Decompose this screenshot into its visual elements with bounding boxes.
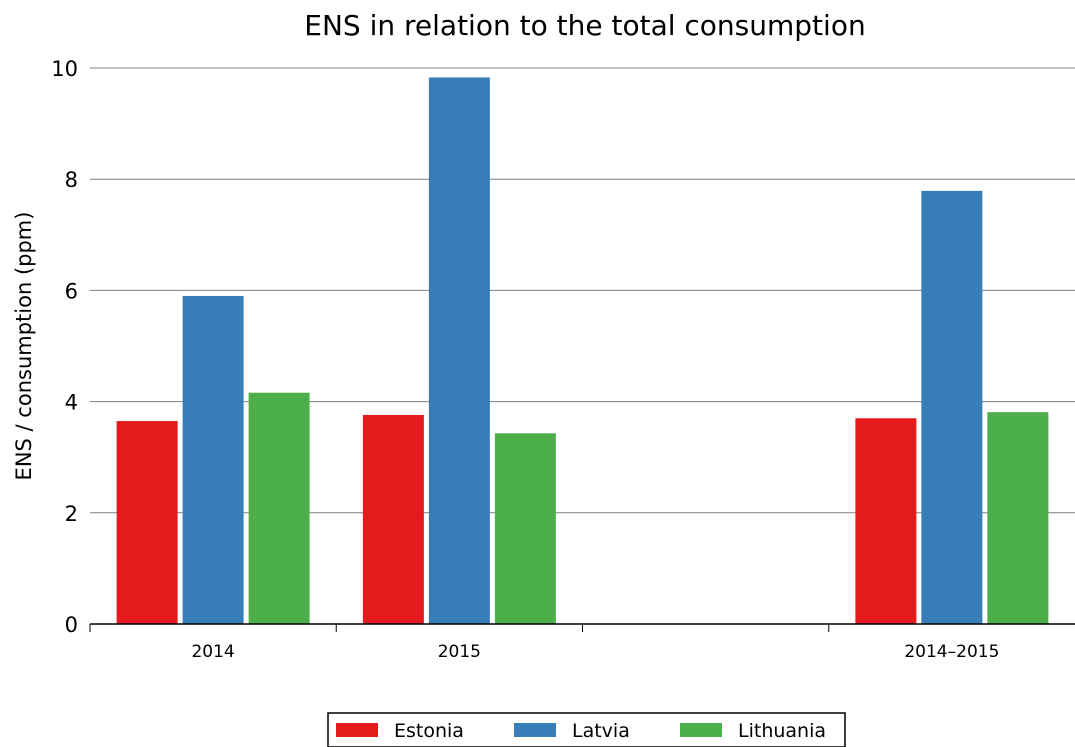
legend-swatch-latvia <box>514 723 556 737</box>
legend-swatch-estonia <box>336 723 378 737</box>
y-tick-label: 4 <box>65 391 78 415</box>
y-tick-label: 6 <box>65 279 78 303</box>
bar-lithuania-2015 <box>494 433 556 624</box>
legend-label-latvia: Latvia <box>572 720 630 742</box>
bar-estonia-2014 <box>116 421 178 624</box>
legend-label-lithuania: Lithuania <box>738 720 826 742</box>
y-tick-label: 10 <box>51 57 78 81</box>
legend: Estonia Latvia Lithuania <box>327 712 846 747</box>
bar-estonia-2015 <box>362 414 424 624</box>
y-axis-label: ENS / consumption (ppm) <box>12 212 36 481</box>
legend-label-estonia: Estonia <box>394 720 464 742</box>
y-tick-label: 8 <box>65 168 78 192</box>
y-tick-label: 2 <box>65 502 78 526</box>
bar-lithuania-2014–2015 <box>987 412 1049 624</box>
bar-latvia-2014 <box>182 295 244 624</box>
legend-swatch-lithuania <box>680 723 722 737</box>
x-tick-label: 2014–2015 <box>904 642 999 662</box>
x-tick-label: 2014 <box>191 642 234 662</box>
legend-frame <box>327 712 846 747</box>
x-tick-label: 2015 <box>438 642 481 662</box>
axes: 0 2 4 6 8 10 2014 2015 2014–2015 <box>51 57 1075 662</box>
bars <box>116 77 1049 624</box>
chart-title: ENS in relation to the total consumption <box>304 9 865 42</box>
bar-lithuania-2014 <box>248 392 310 624</box>
bar-estonia-2014–2015 <box>855 418 917 624</box>
y-tick-label: 0 <box>65 613 78 637</box>
bar-latvia-2015 <box>428 77 490 624</box>
bar-latvia-2014–2015 <box>921 190 983 624</box>
